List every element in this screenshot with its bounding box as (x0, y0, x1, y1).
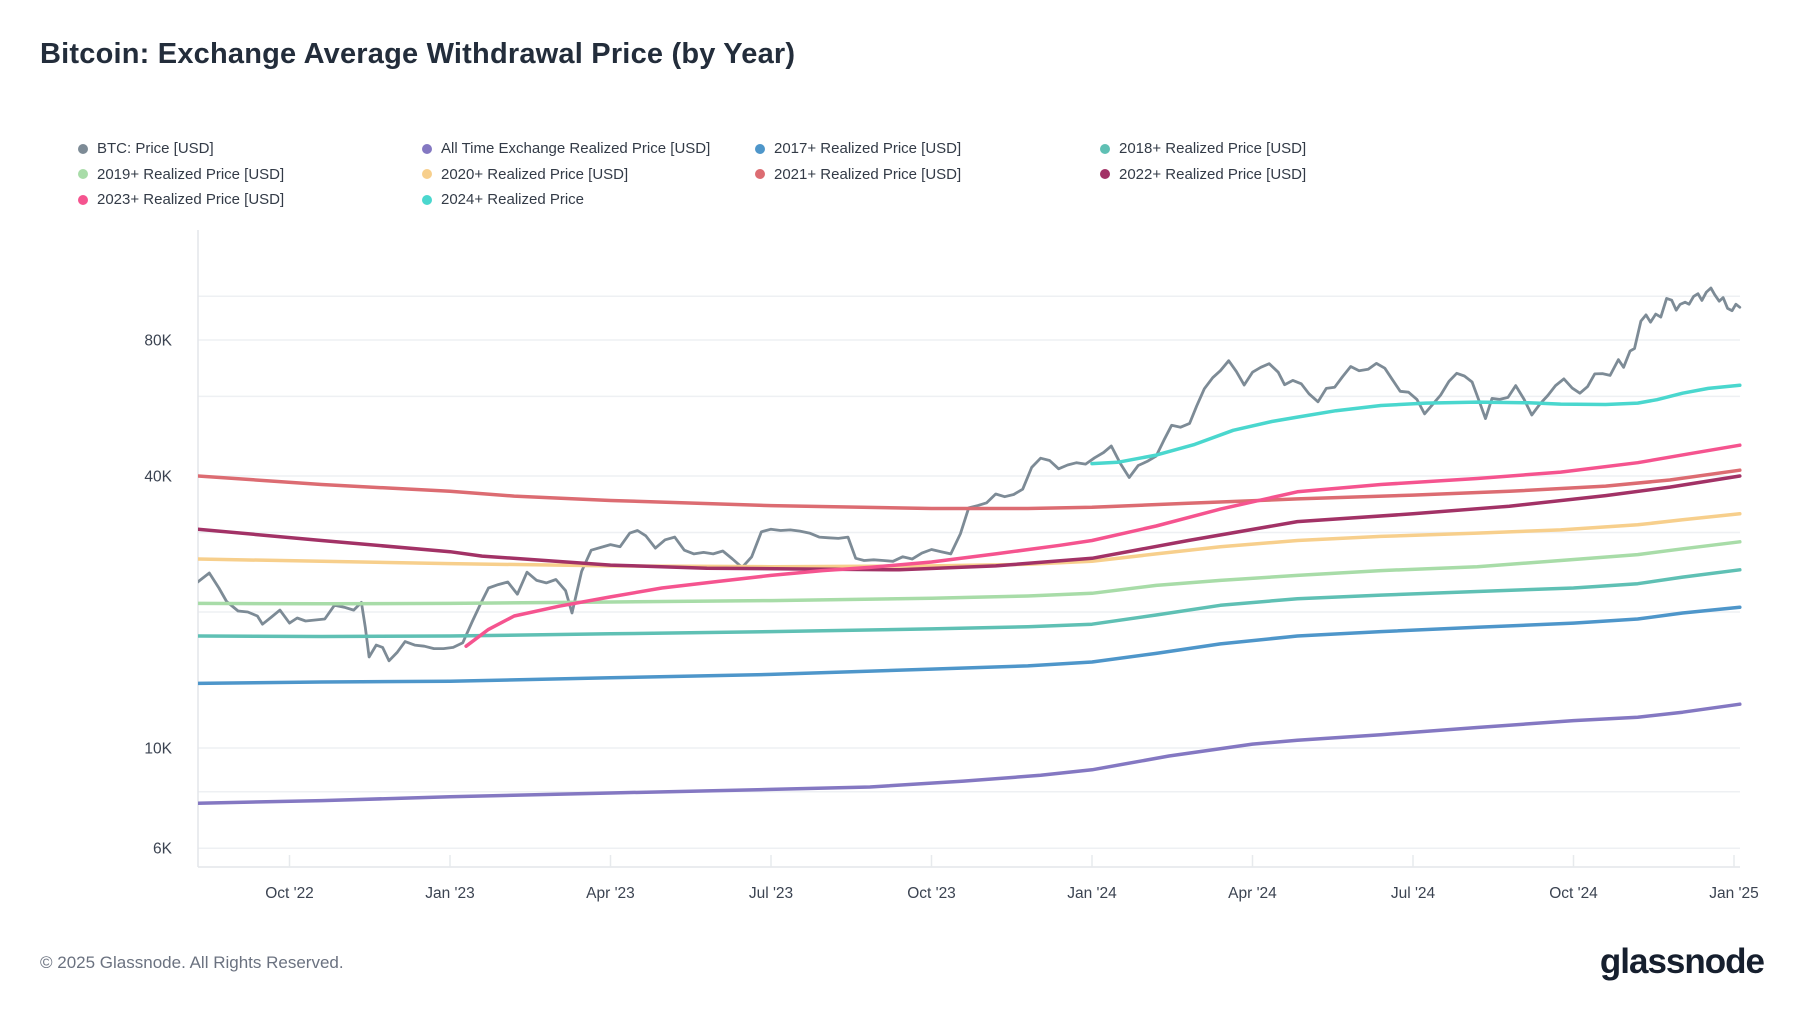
legend-swatch-icon (1100, 143, 1110, 154)
legend-swatch-icon (422, 143, 432, 154)
legend-swatch-icon (755, 143, 765, 154)
legend-item-4[interactable]: 2019+ Realized Price [USD] (78, 166, 422, 183)
legend-item-label: All Time Exchange Realized Price [USD] (441, 140, 711, 158)
series-2017-realized-price-usd- (198, 605, 1742, 686)
legend-swatch-icon (755, 169, 765, 180)
y-tick-label: 40K (144, 469, 172, 486)
legend-item-6[interactable]: 2021+ Realized Price [USD] (755, 166, 1100, 183)
legend-item-label: 2018+ Realized Price [USD] (1119, 140, 1307, 158)
x-tick-label: Jul '23 (749, 885, 793, 902)
series-all-time-exchange-realized-price-usd- (198, 702, 1742, 805)
glassnode-logo[interactable]: glassnode (1599, 942, 1765, 981)
x-tick-label: Jan '24 (1067, 885, 1117, 902)
series-2020-realized-price-usd- (198, 512, 1742, 569)
legend-swatch-icon (422, 194, 432, 205)
legend-swatch-icon (78, 169, 88, 180)
x-tick-label: Jul '24 (1391, 885, 1436, 902)
legend-item-label: 2024+ Realized Price (441, 191, 585, 209)
legend-item-label: 2017+ Realized Price [USD] (774, 140, 962, 158)
x-tick-label: Jan '23 (425, 885, 475, 902)
chart-legend: BTC: Price [USD] All Time Exchange Realiz… (78, 136, 1738, 213)
legend-item-label: 2021+ Realized Price [USD] (774, 165, 962, 183)
legend-item-0[interactable]: BTC: Price [USD] (78, 140, 422, 157)
legend-item-7[interactable]: 2022+ Realized Price [USD] (1100, 166, 1738, 183)
series-2018-realized-price-usd- (198, 568, 1742, 639)
legend-swatch-icon (78, 194, 88, 205)
legend-item-label: 2019+ Realized Price [USD] (97, 165, 285, 183)
series-2024-realized-price (1090, 383, 1742, 466)
x-tick-label: Oct '22 (265, 885, 314, 902)
x-tick-label: Oct '23 (907, 885, 956, 902)
x-tick-label: Apr '23 (586, 885, 635, 902)
series-btc-price-usd- (198, 286, 1742, 663)
legend-item-3[interactable]: 2018+ Realized Price [USD] (1100, 140, 1738, 157)
legend-item-label: 2020+ Realized Price [USD] (441, 165, 629, 183)
legend-item-label: 2022+ Realized Price [USD] (1119, 165, 1307, 183)
page-title: Bitcoin: Exchange Average Withdrawal Pri… (40, 38, 796, 70)
legend-item-label: 2023+ Realized Price [USD] (97, 191, 285, 209)
series-2022-realized-price-usd- (198, 474, 1742, 572)
y-tick-label: 10K (144, 741, 172, 758)
y-tick-label: 6K (153, 841, 173, 858)
x-tick-label: Apr '24 (1228, 885, 1277, 902)
legend-item-8[interactable]: 2023+ Realized Price [USD] (78, 191, 422, 208)
copyright-text: © 2025 Glassnode. All Rights Reserved. (40, 953, 344, 972)
series-2021-realized-price-usd- (198, 468, 1742, 511)
x-tick-label: Oct '24 (1549, 885, 1598, 902)
y-tick-label: 80K (144, 333, 172, 350)
legend-item-2[interactable]: 2017+ Realized Price [USD] (755, 140, 1100, 157)
legend-item-5[interactable]: 2020+ Realized Price [USD] (422, 166, 755, 183)
series-2019-realized-price-usd- (198, 540, 1742, 606)
legend-item-9[interactable]: 2024+ Realized Price (422, 191, 755, 208)
series-2023-realized-price-usd- (464, 443, 1742, 648)
legend-swatch-icon (78, 143, 88, 154)
legend-swatch-icon (1100, 169, 1110, 180)
legend-swatch-icon (422, 169, 432, 180)
legend-item-label: BTC: Price [USD] (97, 140, 214, 158)
x-tick-label: Jan '25 (1709, 885, 1759, 902)
legend-item-1[interactable]: All Time Exchange Realized Price [USD] (422, 140, 755, 157)
